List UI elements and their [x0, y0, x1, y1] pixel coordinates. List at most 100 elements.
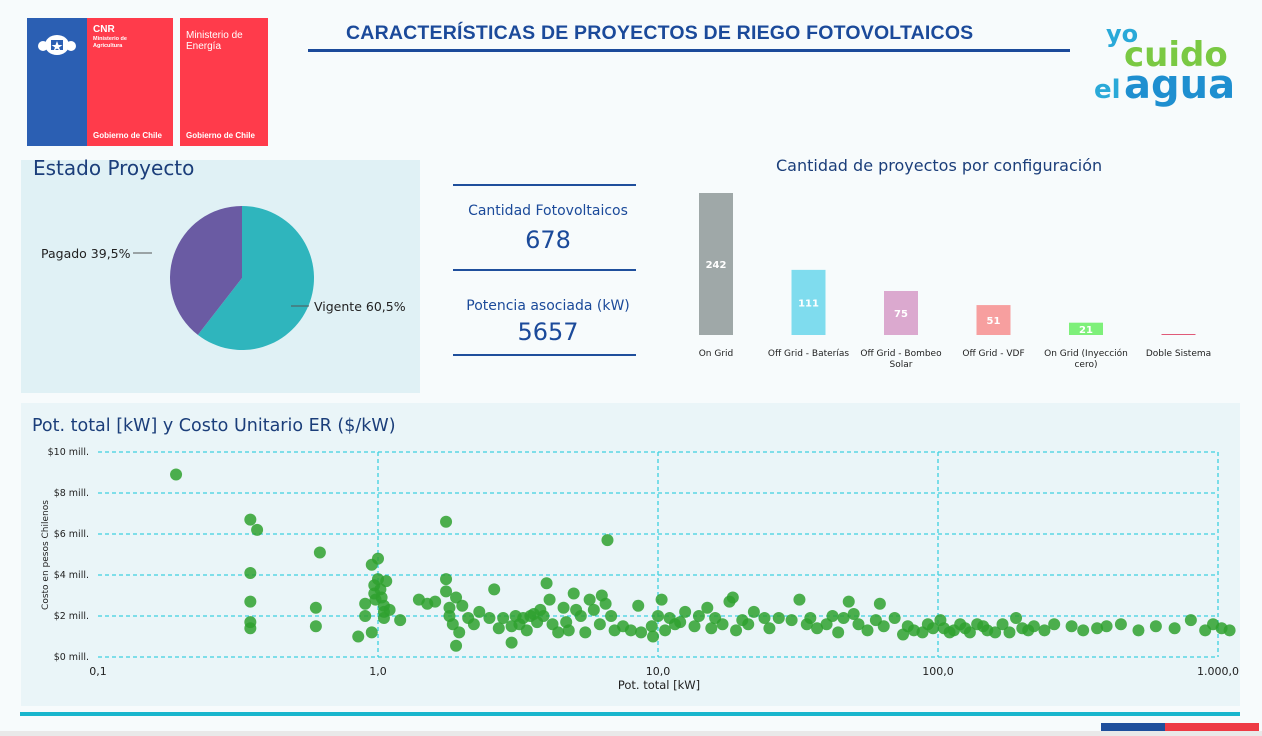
footer-flag-blue: [1101, 723, 1165, 731]
scatter-point: [244, 566, 257, 579]
scatter-panel: Pot. total [kW] y Costo Unitario ER ($/k…: [21, 403, 1240, 706]
scatter-point: [505, 636, 518, 649]
config-bar-chart: 242 On Grid 111 Off Grid - Baterías 75 Off Gr…: [699, 193, 1211, 370]
scatter-point: [1223, 624, 1236, 637]
scatter-point: [811, 622, 824, 635]
scatter-point: [1114, 618, 1127, 631]
config-bar-value: 51: [987, 316, 1001, 327]
scatter-point: [440, 515, 453, 528]
scatter-point: [692, 610, 705, 622]
scatter-point: [861, 624, 874, 637]
scatter-point: [645, 620, 658, 633]
scatter-point: [793, 593, 806, 606]
scatter-point: [763, 622, 776, 635]
footer-strip: [0, 731, 1262, 736]
scatter-point: [579, 626, 592, 639]
kpi-divider-bottom: [453, 354, 636, 356]
scatter-point: [309, 620, 322, 633]
scatter-point: [1038, 624, 1051, 637]
energia-logo-ministry: Ministerio de Energía: [186, 30, 243, 52]
kpi-cantidad-label: Cantidad Fotovoltaicos: [468, 203, 628, 219]
scatter-point: [632, 599, 645, 612]
config-bar-category: Off Grid - Baterías: [768, 349, 849, 359]
scatter-point: [446, 618, 459, 631]
scatter-point: [1027, 620, 1040, 633]
scatter-point: [624, 624, 637, 637]
scatter-y-tick: $6 mill.: [54, 529, 89, 540]
scatter-x-tick: 100,0: [922, 665, 954, 678]
scatter-point: [552, 626, 565, 639]
config-bar-value: 111: [798, 298, 819, 309]
config-bar-category: Solar: [890, 360, 913, 370]
pie-label-vigente: Vigente 60,5%: [314, 299, 406, 314]
scatter-point: [963, 626, 976, 639]
scatter-point: [440, 573, 453, 586]
scatter-point: [543, 593, 556, 606]
scatter-point: [557, 601, 570, 614]
config-bar-category: Doble Sistema: [1146, 349, 1211, 359]
scatter-x-tick: 1.000,0: [1197, 665, 1239, 678]
chile-shield-icon: [38, 35, 76, 55]
brand-word-yo: yo: [1106, 20, 1138, 48]
footer-divider: [20, 712, 1240, 716]
scatter-point: [605, 610, 618, 622]
scatter-point: [483, 612, 496, 625]
scatter-y-tick: $8 mill.: [54, 488, 89, 499]
scatter-point: [1149, 620, 1162, 633]
scatter-point: [1010, 612, 1023, 625]
scatter-point: [520, 624, 533, 637]
config-bar-value: 75: [894, 309, 908, 320]
footer-flag-red: [1165, 723, 1259, 731]
brand-word-cuido: cuido: [1124, 35, 1228, 75]
scatter-x-tick: 0,1: [89, 665, 107, 678]
scatter-point: [688, 620, 701, 633]
kpi-divider-top: [453, 184, 636, 186]
config-bar: [976, 305, 1011, 335]
scatter-point: [450, 639, 463, 652]
scatter-point: [562, 624, 575, 637]
scatter-point: [758, 612, 771, 625]
scatter-point: [785, 614, 798, 627]
cnr-logo-name: CNR: [93, 24, 115, 35]
scatter-point: [705, 622, 718, 635]
scatter-point: [473, 605, 486, 618]
scatter-point: [927, 622, 940, 635]
scatter-point: [440, 585, 453, 598]
cnr-logo-ministry: Ministerio de Agricultura: [93, 36, 127, 49]
cnr-logo-emblem: [27, 18, 87, 146]
ministerio-energia-logo: Ministerio de Energía Gobierno de Chile: [180, 18, 268, 146]
config-bar-category: Off Grid - VDF: [962, 349, 1024, 359]
estado-proyecto-title: Estado Proyecto: [33, 156, 195, 180]
config-chart-title: Cantidad de proyectos por configuración: [776, 156, 1103, 175]
scatter-point: [313, 546, 326, 559]
config-bar-category: cero): [1074, 360, 1097, 370]
scatter-y-tick: $10 mill.: [48, 447, 89, 458]
scatter-point: [652, 610, 664, 622]
scatter-point: [655, 593, 668, 606]
scatter-x-tick: 10,0: [646, 665, 671, 678]
scatter-title: Pot. total [kW] y Costo Unitario ER ($/k…: [32, 416, 396, 436]
scatter-point: [873, 597, 886, 610]
cnr-logo-government: Gobierno de Chile: [93, 131, 162, 140]
scatter-point: [1100, 620, 1113, 633]
config-bar-category: On Grid: [699, 349, 734, 359]
scatter-point: [450, 591, 463, 604]
scatter-point: [429, 595, 442, 608]
scatter-point: [251, 523, 264, 536]
scatter-point: [742, 618, 755, 631]
scatter-point: [1184, 614, 1197, 627]
scatter-point: [583, 593, 596, 606]
scatter-y-tick: $2 mill.: [54, 611, 89, 622]
scatter-point: [383, 603, 396, 616]
scatter-x-label: Pot. total [kW]: [618, 678, 700, 692]
scatter-chart: $0 mill. $2 mill. $4 mill. $6 mill. $8 mill.…: [41, 447, 1239, 692]
estado-proyecto-panel: Estado Proyecto Vigente 60,5% Pagado 39,5…: [21, 156, 420, 393]
config-bar: [1069, 322, 1103, 335]
scatter-point: [567, 587, 580, 600]
kpi-potencia-label: Potencia asociada (kW): [466, 298, 630, 314]
scatter-point: [244, 595, 257, 608]
scatter-point: [635, 626, 648, 639]
scatter-point: [1077, 624, 1090, 637]
scatter-point: [989, 626, 1002, 639]
scatter-point: [996, 618, 1009, 631]
